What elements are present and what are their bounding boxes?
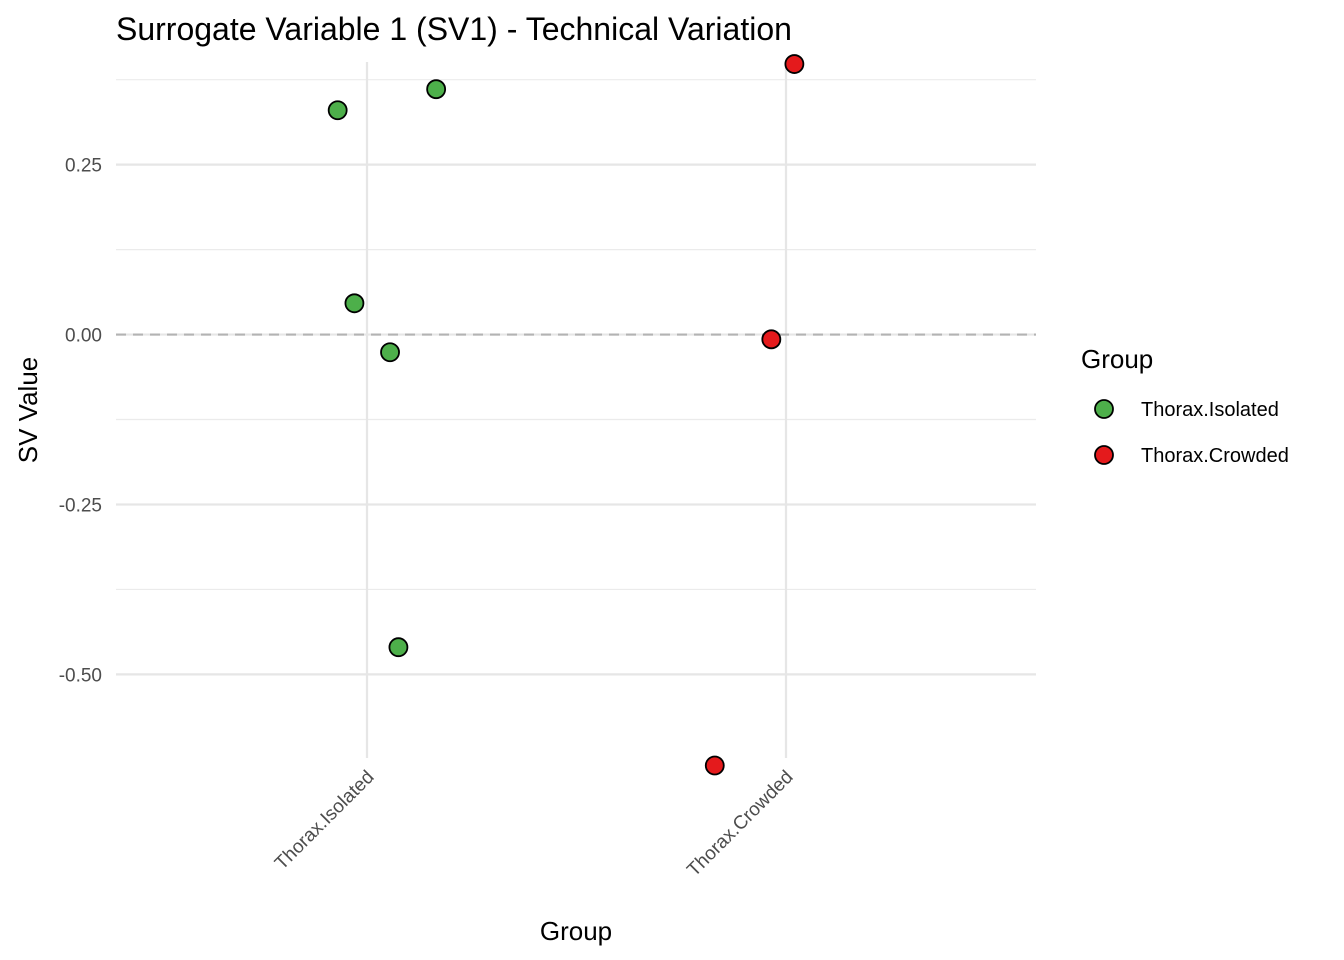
legend-label: Thorax.Isolated <box>1141 399 1279 421</box>
x-axis-title: Group <box>540 916 612 946</box>
y-axis-tick-labels: -0.50 -0.25 0.00 0.25 <box>59 156 102 687</box>
data-point <box>784 54 805 74</box>
y-axis-title: SV Value <box>13 357 43 463</box>
minor-gridlines <box>116 79 1036 591</box>
legend-key <box>1094 399 1114 419</box>
legend-entries: Thorax.Isolated Thorax.Crowded <box>1094 399 1289 467</box>
y-tick-label: 0.00 <box>65 326 102 347</box>
y-tick-label: -0.25 <box>59 495 102 516</box>
data-point <box>704 755 725 776</box>
x-tick-label: Thorax.Crowded <box>683 767 797 881</box>
major-gridlines <box>116 62 1036 758</box>
plot-panel <box>116 54 1036 776</box>
data-point <box>426 79 447 100</box>
y-tick-label: -0.50 <box>59 665 102 686</box>
x-axis-tick-labels: Thorax.Isolated Thorax.Crowded <box>271 767 797 881</box>
data-point <box>761 329 782 350</box>
data-point <box>380 342 400 363</box>
legend-label: Thorax.Crowded <box>1141 445 1289 467</box>
legend-key <box>1094 445 1114 465</box>
x-tick-label: Thorax.Isolated <box>271 767 378 874</box>
data-point <box>388 637 409 658</box>
data-point <box>344 293 365 314</box>
y-tick-label: 0.25 <box>65 156 102 177</box>
data-points <box>327 54 805 776</box>
legend: Group Thorax.Isolated Thorax.Crowded <box>1081 344 1289 467</box>
legend-title: Group <box>1081 344 1153 374</box>
data-point <box>327 100 348 121</box>
chart-title: Surrogate Variable 1 (SV1) - Technical V… <box>116 11 792 47</box>
